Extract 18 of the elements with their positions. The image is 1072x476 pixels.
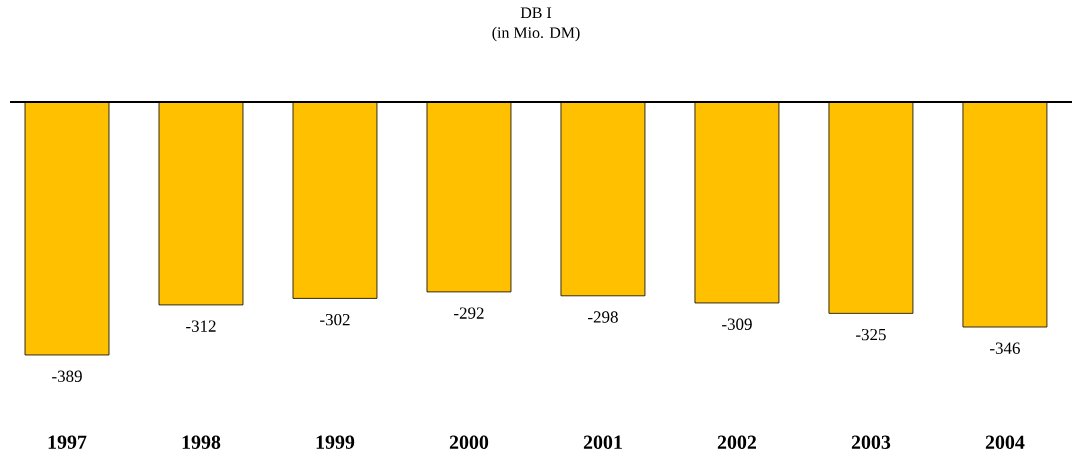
data-label: -302 bbox=[320, 313, 350, 326]
x-tick-label: 1999 bbox=[316, 435, 355, 449]
data-label: -292 bbox=[454, 307, 484, 319]
data-label: -309 bbox=[722, 318, 752, 330]
x-tick-label: 2002 bbox=[717, 435, 757, 449]
data-label: -389 bbox=[52, 370, 82, 382]
x-tick-label: 2001 bbox=[583, 435, 622, 449]
x-tick-label: 1998 bbox=[182, 435, 221, 449]
data-label: -312 bbox=[186, 320, 216, 332]
x-tick-label: 1997 bbox=[48, 435, 87, 449]
data-label: -325 bbox=[856, 328, 886, 341]
x-tick-label: 2000 bbox=[449, 435, 489, 449]
x-tick-label: 2003 bbox=[851, 435, 891, 449]
x-tick-label: 2004 bbox=[985, 435, 1025, 449]
data-label: -346 bbox=[990, 342, 1020, 354]
chart-title: DB I bbox=[520, 7, 552, 18]
chart-subtitle: (in Mio. DM) bbox=[492, 26, 580, 42]
data-label: -298 bbox=[588, 311, 618, 323]
